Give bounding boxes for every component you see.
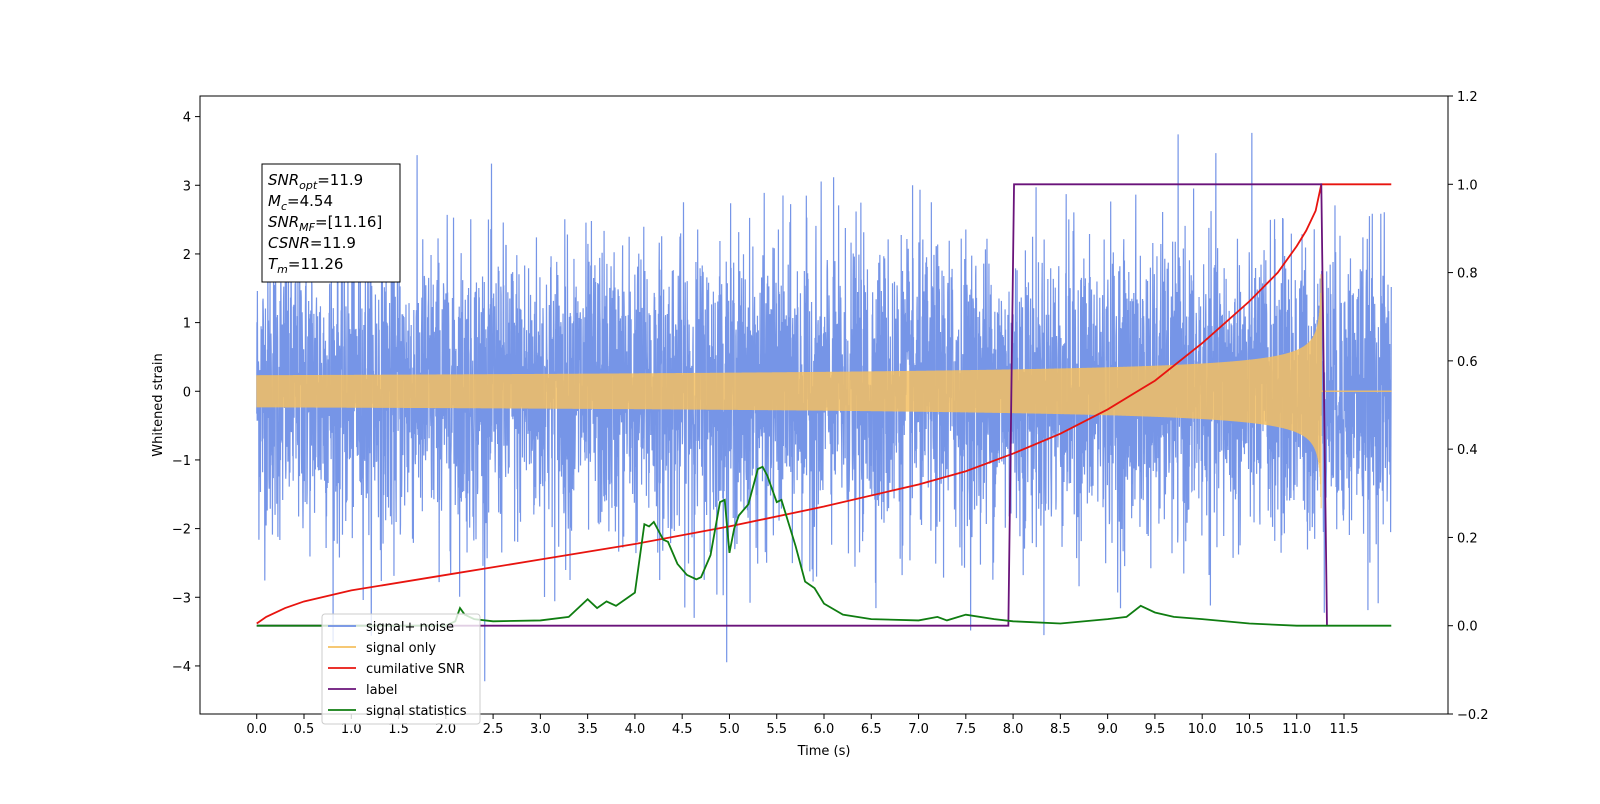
x-tick-label: 7.0 (908, 722, 929, 737)
info-line-subscript: MF (299, 221, 315, 234)
y2-tick-label: 0.6 (1457, 355, 1478, 370)
x-tick-label: 10.0 (1188, 722, 1217, 737)
y2-tick-label: 1.2 (1457, 90, 1478, 105)
y2-tick-label: 0.2 (1457, 531, 1478, 546)
info-box-frame (261, 163, 401, 283)
legend-label: signal+ noise (366, 620, 454, 635)
legend-label: cumilative SNR (366, 662, 465, 677)
x-tick-label: 11.5 (1330, 722, 1359, 737)
x-tick-label: 1.5 (388, 722, 409, 737)
y-tick-label: 3 (183, 179, 191, 194)
legend-label: signal only (366, 641, 436, 656)
y-tick-label: 1 (183, 317, 191, 332)
x-tick-label: 6.0 (814, 722, 835, 737)
info-line-name: T (268, 255, 279, 273)
info-line: SNRMF=[11.16] (268, 213, 382, 234)
info-box: SNRopt=11.9Mc=4.54SNRMF=[11.16]CSNR=11.9… (261, 163, 401, 283)
x-tick-label: 0.0 (246, 722, 267, 737)
series-line-cumilative-snr (256, 183, 1392, 625)
legend-label: label (366, 683, 397, 698)
x-tick-label: 1.0 (341, 722, 362, 737)
x-tick-label: 2.5 (483, 722, 504, 737)
y-tick-label: −1 (172, 454, 191, 469)
info-line-name: SNR (268, 213, 299, 231)
legend: signal+ noise signal only cumilative SNR la… (321, 613, 481, 725)
y-axis-label: Whitened strain (151, 353, 166, 456)
info-line-value: =4.54 (287, 192, 333, 210)
info-line: CSNR=11.9 (268, 234, 356, 252)
info-line: SNRopt=11.9 (268, 171, 363, 192)
x-tick-label: 5.5 (766, 722, 787, 737)
info-line-name: CSNR (268, 234, 310, 252)
series-line-signal-only (256, 274, 1392, 509)
y2-tick-label: 0.0 (1457, 620, 1478, 635)
info-line-name: M (268, 192, 281, 210)
axes: 0.0 0.5 1.0 1.5 2.0 2.5 3.0 3.5 4.0 4.5 5.0 5.5 6.0 6… (151, 90, 1489, 759)
y2-tick-label: 0.8 (1457, 267, 1478, 282)
x-tick-label: 2.0 (435, 722, 456, 737)
plot-area (256, 132, 1392, 682)
info-line: Mc=4.54 (268, 192, 333, 213)
x-tick-label: 4.0 (625, 722, 646, 737)
x-tick-label: 3.0 (530, 722, 551, 737)
x-tick-label: 8.5 (1050, 722, 1071, 737)
x-axis-label: Time (s) (797, 744, 851, 759)
info-line-subscript: opt (299, 179, 318, 192)
x-tick-label: 4.5 (672, 722, 693, 737)
info-line-name: SNR (268, 171, 299, 189)
y-tick-label: −3 (172, 591, 191, 606)
x-tick-label: 10.5 (1235, 722, 1264, 737)
x-tick-label: 6.5 (861, 722, 882, 737)
info-line-subscript: m (277, 263, 288, 276)
series-line-signal-statistics (256, 465, 1392, 627)
info-line-value: =11.26 (288, 255, 344, 273)
y2-tick-label: −0.2 (1457, 708, 1489, 723)
y2-tick-label: 1.0 (1457, 178, 1478, 193)
x-tick-label: 0.5 (294, 722, 315, 737)
y-tick-label: −4 (172, 660, 191, 675)
legend-frame (321, 613, 481, 725)
y-tick-label: 4 (183, 111, 191, 126)
x-tick-label: 8.0 (1003, 722, 1024, 737)
x-tick-label: 11.0 (1282, 722, 1311, 737)
x-tick-label: 3.5 (577, 722, 598, 737)
series-line-label (256, 183, 1328, 627)
x-tick-label: 7.5 (955, 722, 976, 737)
info-line: Tm=11.26 (268, 255, 343, 276)
x-tick-label: 9.5 (1145, 722, 1166, 737)
y-tick-label: 0 (183, 385, 191, 400)
info-line-value: =[11.16] (315, 213, 382, 231)
y-tick-label: 2 (183, 248, 191, 263)
legend-label: signal statistics (366, 704, 467, 719)
y-tick-label: −2 (172, 523, 191, 538)
x-tick-label: 9.0 (1097, 722, 1118, 737)
y2-tick-label: 0.4 (1457, 443, 1478, 458)
x-tick-label: 5.0 (719, 722, 740, 737)
info-line-value: =11.9 (310, 234, 356, 252)
info-line-value: =11.9 (317, 171, 363, 189)
info-line-subscript: c (281, 200, 287, 213)
